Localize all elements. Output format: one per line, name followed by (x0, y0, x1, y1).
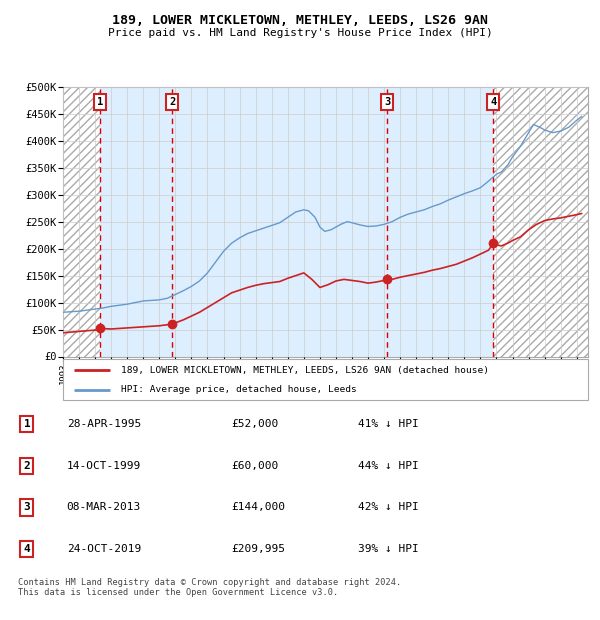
Text: £144,000: £144,000 (231, 502, 285, 513)
Text: £52,000: £52,000 (231, 419, 278, 429)
Text: Price paid vs. HM Land Registry's House Price Index (HPI): Price paid vs. HM Land Registry's House … (107, 28, 493, 38)
Text: 41% ↓ HPI: 41% ↓ HPI (358, 419, 418, 429)
Text: 42% ↓ HPI: 42% ↓ HPI (358, 502, 418, 513)
Text: 1: 1 (97, 97, 103, 107)
Text: 2: 2 (23, 461, 31, 471)
Bar (63, 87, 100, 356)
Text: 14-OCT-1999: 14-OCT-1999 (67, 461, 141, 471)
Text: 3: 3 (23, 502, 31, 513)
Text: Contains HM Land Registry data © Crown copyright and database right 2024.
This d: Contains HM Land Registry data © Crown c… (18, 578, 401, 597)
Bar (100, 87, 493, 356)
Text: 4: 4 (490, 97, 497, 107)
Text: 4: 4 (23, 544, 31, 554)
Text: 2: 2 (169, 97, 175, 107)
Text: 08-MAR-2013: 08-MAR-2013 (67, 502, 141, 513)
Text: 28-APR-1995: 28-APR-1995 (67, 419, 141, 429)
Text: 24-OCT-2019: 24-OCT-2019 (67, 544, 141, 554)
Text: 44% ↓ HPI: 44% ↓ HPI (358, 461, 418, 471)
Text: 39% ↓ HPI: 39% ↓ HPI (358, 544, 418, 554)
Text: 3: 3 (384, 97, 390, 107)
FancyBboxPatch shape (63, 359, 588, 400)
Bar (493, 87, 588, 356)
Text: £209,995: £209,995 (231, 544, 285, 554)
Text: 1: 1 (23, 419, 31, 429)
Text: HPI: Average price, detached house, Leeds: HPI: Average price, detached house, Leed… (121, 385, 356, 394)
Text: 189, LOWER MICKLETOWN, METHLEY, LEEDS, LS26 9AN: 189, LOWER MICKLETOWN, METHLEY, LEEDS, L… (112, 14, 488, 27)
Text: 189, LOWER MICKLETOWN, METHLEY, LEEDS, LS26 9AN (detached house): 189, LOWER MICKLETOWN, METHLEY, LEEDS, L… (121, 366, 489, 375)
Text: £60,000: £60,000 (231, 461, 278, 471)
